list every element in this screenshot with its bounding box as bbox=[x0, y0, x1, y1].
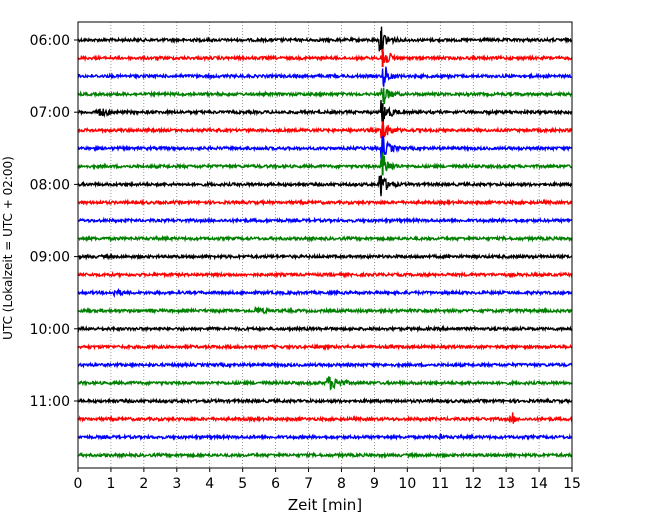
x-tick-label: 12 bbox=[464, 476, 482, 492]
trace-09:15 bbox=[77, 270, 573, 279]
trace-10:30 bbox=[77, 360, 573, 369]
trace-11:45 bbox=[77, 451, 573, 460]
x-tick-label: 3 bbox=[172, 476, 181, 492]
x-tick-label: 4 bbox=[205, 476, 214, 492]
x-tick-label: 15 bbox=[563, 476, 581, 492]
x-tick-label: 11 bbox=[431, 476, 449, 492]
x-tick-label: 13 bbox=[497, 476, 515, 492]
x-tick-label: 0 bbox=[74, 476, 83, 492]
trace-09:00 bbox=[77, 252, 573, 261]
x-axis-ticks: 0 1 2 3 4 5 6 7 8 9 10 11 12 13 14 15 bbox=[74, 468, 581, 492]
y-tick-label: 08:00 bbox=[30, 177, 70, 193]
y-tick-label: 07:00 bbox=[30, 105, 70, 121]
trace-10:15 bbox=[77, 342, 573, 351]
trace-07:45 bbox=[77, 152, 573, 172]
trace-11:15 bbox=[77, 412, 573, 424]
y-tick-label: 10:00 bbox=[30, 322, 70, 338]
trace-11:00 bbox=[77, 396, 573, 405]
x-tick-label: 1 bbox=[106, 476, 115, 492]
y-axis-label: UTC (Lokalzeit = UTC + 02:00) bbox=[1, 156, 15, 340]
seismic-traces bbox=[77, 26, 573, 460]
y-tick-label: 09:00 bbox=[30, 250, 70, 266]
trace-08:30 bbox=[77, 216, 573, 225]
x-tick-label: 7 bbox=[304, 476, 313, 492]
trace-11:30 bbox=[77, 433, 573, 442]
plot-area bbox=[78, 22, 572, 468]
plot-frame bbox=[77, 21, 573, 469]
trace-06:45 bbox=[77, 87, 573, 105]
x-tick-label: 5 bbox=[238, 476, 247, 492]
trace-07:00 bbox=[77, 99, 573, 125]
x-tick-label: 6 bbox=[271, 476, 280, 492]
trace-09:45 bbox=[77, 305, 573, 315]
x-tick-label: 9 bbox=[370, 476, 379, 492]
trace-07:15 bbox=[77, 121, 573, 139]
y-axis-ticks: 06:00 07:00 08:00 09:00 10:00 11:00 bbox=[30, 33, 78, 410]
x-tick-label: 2 bbox=[139, 476, 148, 492]
trace-06:00 bbox=[77, 26, 573, 55]
grid-lines bbox=[110, 22, 540, 468]
x-tick-label: 8 bbox=[337, 476, 346, 492]
y-tick-label: 11:00 bbox=[30, 394, 70, 410]
x-axis-label: Zeit [min] bbox=[288, 496, 362, 514]
trace-08:15 bbox=[77, 198, 573, 207]
trace-09:30 bbox=[77, 287, 573, 298]
trace-08:45 bbox=[77, 234, 573, 243]
y-tick-label: 06:00 bbox=[30, 33, 70, 49]
trace-10:45 bbox=[77, 376, 573, 391]
trace-06:30 bbox=[77, 66, 573, 87]
trace-07:30 bbox=[77, 135, 573, 161]
trace-06:15 bbox=[77, 51, 573, 63]
x-tick-label: 10 bbox=[398, 476, 416, 492]
trace-10:00 bbox=[77, 324, 573, 333]
trace-08:00 bbox=[77, 175, 573, 197]
x-tick-label: 14 bbox=[530, 476, 548, 492]
